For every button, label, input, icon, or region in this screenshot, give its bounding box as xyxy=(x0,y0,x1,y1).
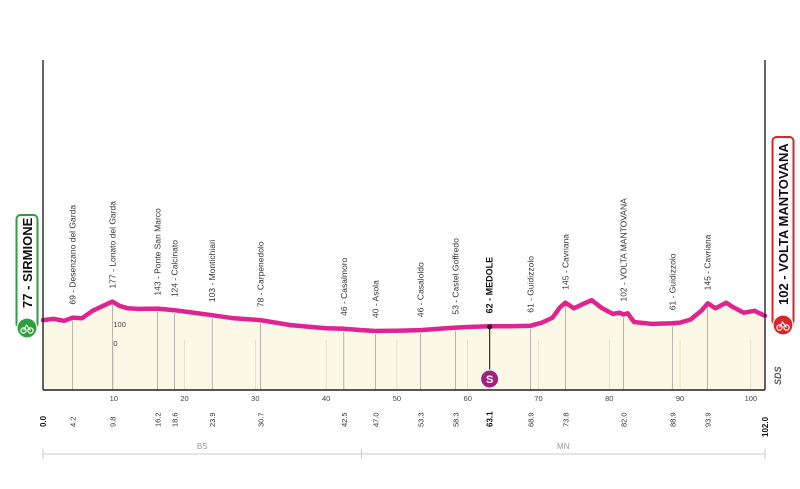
km-tick-label: 100 xyxy=(745,394,758,403)
location-km-label: 16.2 xyxy=(154,412,163,427)
location-km-label: 18.6 xyxy=(171,412,180,427)
location-km-label: 82.0 xyxy=(619,412,628,427)
location-label: 61 - Guidizzolo xyxy=(526,256,536,313)
finish-cyclist-icon-wheel xyxy=(776,324,783,331)
location-label: 69 - Desenzano del Garda xyxy=(68,205,78,305)
finish-km-label: 102.0 xyxy=(761,416,770,437)
location-label: 46 - Casaloldo xyxy=(415,262,425,317)
km-tick-label: 30 xyxy=(251,394,259,403)
region-label: MN xyxy=(557,442,570,451)
km-tick-label: 60 xyxy=(464,394,472,403)
altitude-tick-label: 0 xyxy=(113,339,117,348)
profile-area-fill xyxy=(43,300,765,390)
location-label: 62 - MEDOLE xyxy=(485,257,495,314)
location-km-label: 58.3 xyxy=(452,412,461,427)
km-tick-label: 80 xyxy=(605,394,613,403)
start-cyclist-icon-frame xyxy=(23,323,31,331)
start-cyclist-icon-wheel xyxy=(27,327,34,334)
sprint-icon xyxy=(480,369,500,389)
location-km-label: 68.9 xyxy=(527,412,536,427)
finish-cyclist-icon-frame xyxy=(779,320,787,328)
location-km-label: 9.8 xyxy=(108,417,117,427)
finish-label: 102 - VOLTA MANTOVANA xyxy=(776,143,791,305)
location-label: 102 - VOLTA MANTOVANA xyxy=(618,198,628,302)
region-label: BS xyxy=(197,442,208,451)
location-label: 177 - Lonato del Garda xyxy=(107,201,117,289)
start-cyclist-icon-wheel xyxy=(20,327,27,334)
location-label: 61 - Guidizzolo xyxy=(667,253,677,310)
km-tick-label: 40 xyxy=(322,394,330,403)
location-km-label: 4.2 xyxy=(69,417,78,427)
start-km-label: 0.0 xyxy=(39,415,48,427)
start-label: 77 - SIRMIONE xyxy=(20,217,35,308)
sds-label: SDS xyxy=(773,366,783,385)
location-label: 46 - Casalmoro xyxy=(339,257,349,315)
sprint-marker-dot xyxy=(487,324,493,330)
altitude-tick-label: 100 xyxy=(113,320,126,329)
location-label: 78 - Carpenedolo xyxy=(255,241,265,307)
location-km-label: 53.3 xyxy=(416,412,425,427)
km-tick-label: 10 xyxy=(110,394,118,403)
km-tick-label: 50 xyxy=(393,394,401,403)
location-km-label: 47.0 xyxy=(372,412,381,427)
location-km-label: 93.9 xyxy=(704,412,713,427)
location-km-label: 42.5 xyxy=(340,412,349,427)
start-cyclist-icon xyxy=(16,317,38,339)
location-label: 124 - Calcinato xyxy=(170,240,180,297)
finish-cyclist-icon-wheel xyxy=(783,324,790,331)
location-km-label: 88.9 xyxy=(668,412,677,427)
location-km-label: 73.8 xyxy=(561,412,570,427)
km-tick-label: 90 xyxy=(676,394,684,403)
location-label: 103 - Montichiari xyxy=(207,239,217,302)
location-label: 40 - Asola xyxy=(371,280,381,318)
location-km-label: 23.9 xyxy=(208,412,217,427)
finish-cyclist-icon xyxy=(772,314,794,336)
location-km-label: 30.7 xyxy=(256,412,265,427)
location-label: 53 - Castel Goffredo xyxy=(451,238,461,315)
km-tick-label: 20 xyxy=(180,394,188,403)
km-tick-label: 70 xyxy=(534,394,542,403)
location-label: 143 - Ponte San Marco xyxy=(153,208,163,296)
location-km-label: 63.1 xyxy=(486,411,495,427)
sprint-icon-letter: S xyxy=(486,374,493,386)
location-label: 145 - Cavriana xyxy=(560,234,570,290)
location-label: 145 - Cavriana xyxy=(703,234,713,290)
